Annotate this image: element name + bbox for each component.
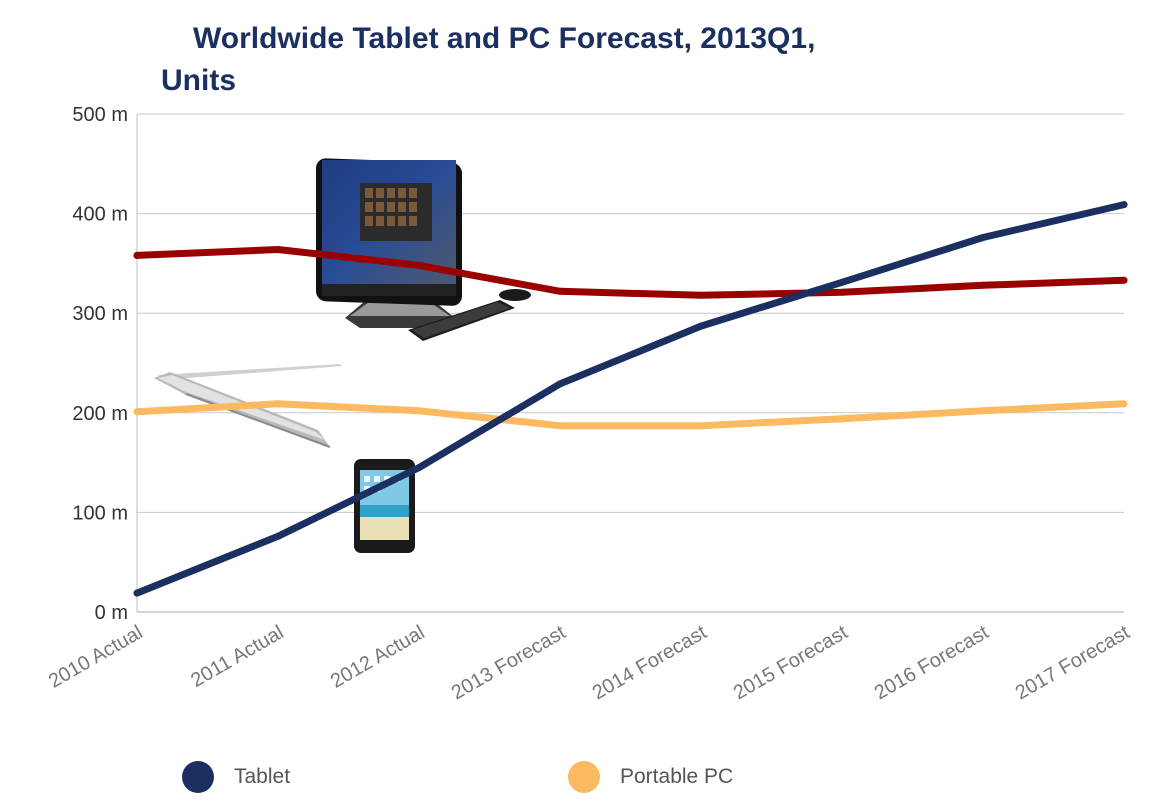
data-point (556, 380, 564, 388)
y-tick-label: 300 m (72, 303, 128, 325)
data-point (274, 245, 282, 253)
data-point (415, 261, 423, 269)
data-point (415, 464, 423, 472)
y-tick-label: 400 m (72, 204, 128, 226)
legend-label-portable-pc: Portable PC (620, 765, 734, 788)
legend-swatch-portable-pc (568, 761, 600, 793)
legend-swatch-tablet (182, 761, 214, 793)
data-point (1120, 201, 1128, 209)
data-point (979, 281, 987, 289)
data-point (1120, 276, 1128, 284)
data-point (979, 234, 987, 242)
y-tick-label: 100 m (72, 502, 128, 524)
data-point (697, 422, 705, 430)
legend-item-portable-pc: Portable PC (568, 761, 733, 793)
x-tick-label: 2016 Forecast (871, 621, 993, 704)
series-line-unlabeled (133, 246, 1128, 299)
data-point (838, 278, 846, 286)
legend-item-tablet: Tablet (182, 761, 290, 793)
data-point (556, 287, 564, 295)
tick-layer: 0 m 100 m 200 m 300 m 400 m 500 m 2010 Actual 2… (45, 104, 1134, 704)
chart-title-line-2: Units (161, 64, 236, 97)
data-point (274, 532, 282, 540)
data-point (133, 408, 141, 416)
x-tick-label: 2011 Actual (187, 621, 287, 692)
data-point (415, 407, 423, 415)
y-tick-label: 0 m (95, 602, 128, 624)
y-tick-label: 200 m (72, 403, 128, 425)
x-tick-label: 2017 Forecast (1012, 621, 1134, 704)
x-tick-label: 2014 Forecast (589, 621, 711, 704)
series-line-tablet (133, 201, 1128, 597)
series-line-portable-pc (133, 400, 1128, 430)
data-point (697, 322, 705, 330)
series-layer (133, 201, 1128, 597)
data-point (556, 422, 564, 430)
data-point (133, 589, 141, 597)
data-point (838, 288, 846, 296)
x-tick-label: 2015 Forecast (730, 621, 852, 704)
chart-title-line-1: Worldwide Tablet and PC Forecast, 2013Q1… (193, 22, 816, 55)
x-tick-label: 2012 Actual (327, 621, 429, 692)
data-point (979, 407, 987, 415)
legend-label-tablet: Tablet (234, 765, 291, 788)
tablet-illustration (354, 459, 415, 553)
data-point (133, 251, 141, 259)
y-tick-label: 500 m (72, 104, 128, 126)
grid-layer (137, 113, 1124, 613)
x-tick-label: 2013 Forecast (448, 621, 570, 704)
data-point (1120, 400, 1128, 408)
data-point (697, 291, 705, 299)
data-point (838, 415, 846, 423)
x-tick-label: 2010 Actual (45, 621, 147, 692)
data-point (274, 400, 282, 408)
